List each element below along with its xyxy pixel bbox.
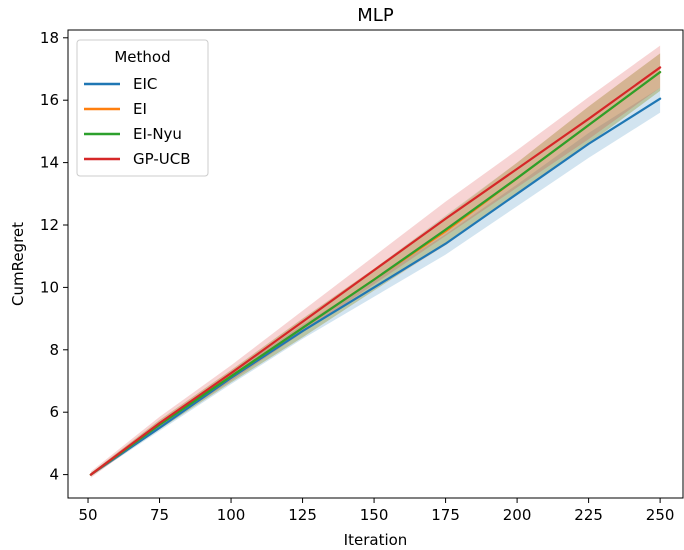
legend-label: EI-Nyu xyxy=(133,125,182,143)
y-axis-label: CumRegret xyxy=(9,222,27,306)
y-tick-label: 10 xyxy=(40,278,59,296)
x-tick-label: 250 xyxy=(646,506,675,524)
x-tick-label: 50 xyxy=(78,506,97,524)
legend-label: GP-UCB xyxy=(133,150,191,168)
legend: Method EIC EI EI-Nyu GP-UCB xyxy=(76,39,209,177)
y-tick-label: 8 xyxy=(49,341,59,359)
legend-box xyxy=(76,39,209,177)
y-tick-label: 12 xyxy=(40,216,59,234)
legend-label: EI xyxy=(133,100,147,118)
y-tick-label: 6 xyxy=(49,403,59,421)
x-tick-label: 150 xyxy=(360,506,389,524)
plot-frame xyxy=(67,29,684,499)
series-line-ei-nyu xyxy=(89,71,662,476)
x-tick-label: 175 xyxy=(431,506,460,524)
chart-title: MLP xyxy=(357,5,394,26)
x-tick-label: 125 xyxy=(288,506,317,524)
x-tick-label: 75 xyxy=(150,506,169,524)
y-axis: 4 6 8 10 12 14 16 18 xyxy=(40,29,68,484)
series-line-eic xyxy=(89,97,662,476)
y-tick-label: 4 xyxy=(49,466,59,484)
y-tick-label: 14 xyxy=(40,154,59,172)
x-tick-label: 225 xyxy=(574,506,603,524)
legend-entries: EIC EI EI-Nyu GP-UCB xyxy=(84,75,191,168)
series-line-gp-ucb xyxy=(89,66,662,476)
y-tick-label: 16 xyxy=(40,91,59,109)
x-tick-label: 100 xyxy=(217,506,246,524)
x-axis-label: Iteration xyxy=(344,531,408,549)
legend-title: Method xyxy=(114,48,170,66)
y-tick-label: 18 xyxy=(40,29,59,47)
x-tick-label: 200 xyxy=(503,506,532,524)
confidence-band-gp-ucb xyxy=(90,45,661,478)
confidence-band-eic xyxy=(90,87,661,477)
x-axis: 50 75 100 125 150 175 200 225 250 xyxy=(78,498,674,524)
series-lines xyxy=(89,66,662,476)
legend-label: EIC xyxy=(133,75,157,93)
